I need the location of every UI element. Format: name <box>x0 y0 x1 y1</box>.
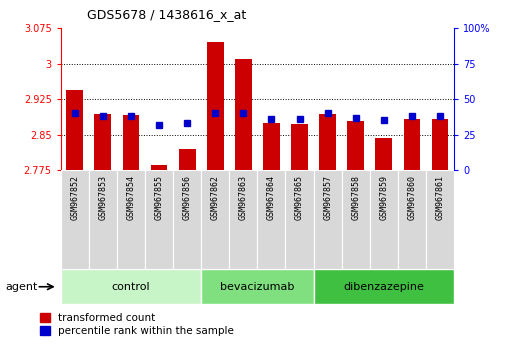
Bar <box>235 59 252 170</box>
Bar <box>314 269 454 304</box>
Bar <box>207 42 224 170</box>
Bar <box>375 138 392 170</box>
Bar <box>178 149 195 170</box>
Bar <box>67 90 83 170</box>
Bar <box>347 121 364 170</box>
Text: GSM967855: GSM967855 <box>155 175 164 220</box>
Bar <box>431 119 448 170</box>
Bar <box>145 170 173 269</box>
Bar <box>286 170 314 269</box>
Bar <box>201 269 314 304</box>
Bar <box>258 170 286 269</box>
Bar <box>370 170 398 269</box>
Bar <box>117 170 145 269</box>
Bar <box>263 123 280 170</box>
Bar <box>61 170 89 269</box>
Bar <box>426 170 454 269</box>
Text: GSM967861: GSM967861 <box>436 175 445 220</box>
Bar <box>319 114 336 170</box>
Text: GSM967864: GSM967864 <box>267 175 276 220</box>
Text: GSM967854: GSM967854 <box>127 175 136 220</box>
Bar <box>291 124 308 170</box>
Text: GSM967860: GSM967860 <box>408 175 417 220</box>
Bar <box>403 119 420 170</box>
Bar <box>122 115 139 170</box>
Text: GSM967862: GSM967862 <box>211 175 220 220</box>
Bar <box>173 170 201 269</box>
Text: dibenzazepine: dibenzazepine <box>343 282 425 292</box>
Text: GSM967853: GSM967853 <box>98 175 107 220</box>
Text: GSM967858: GSM967858 <box>351 175 360 220</box>
Text: GDS5678 / 1438616_x_at: GDS5678 / 1438616_x_at <box>87 8 247 21</box>
Legend: transformed count, percentile rank within the sample: transformed count, percentile rank withi… <box>40 313 234 336</box>
Text: GSM967859: GSM967859 <box>379 175 388 220</box>
Bar <box>314 170 342 269</box>
Text: bevacizumab: bevacizumab <box>220 282 295 292</box>
Text: agent: agent <box>5 282 37 292</box>
Bar <box>95 114 111 170</box>
Text: GSM967863: GSM967863 <box>239 175 248 220</box>
Bar <box>89 170 117 269</box>
Bar <box>229 170 258 269</box>
Bar <box>61 269 201 304</box>
Text: GSM967865: GSM967865 <box>295 175 304 220</box>
Text: control: control <box>111 282 150 292</box>
Bar <box>201 170 229 269</box>
Text: GSM967856: GSM967856 <box>183 175 192 220</box>
Bar <box>150 165 167 170</box>
Bar <box>342 170 370 269</box>
Text: GSM967852: GSM967852 <box>70 175 79 220</box>
Bar <box>398 170 426 269</box>
Text: GSM967857: GSM967857 <box>323 175 332 220</box>
